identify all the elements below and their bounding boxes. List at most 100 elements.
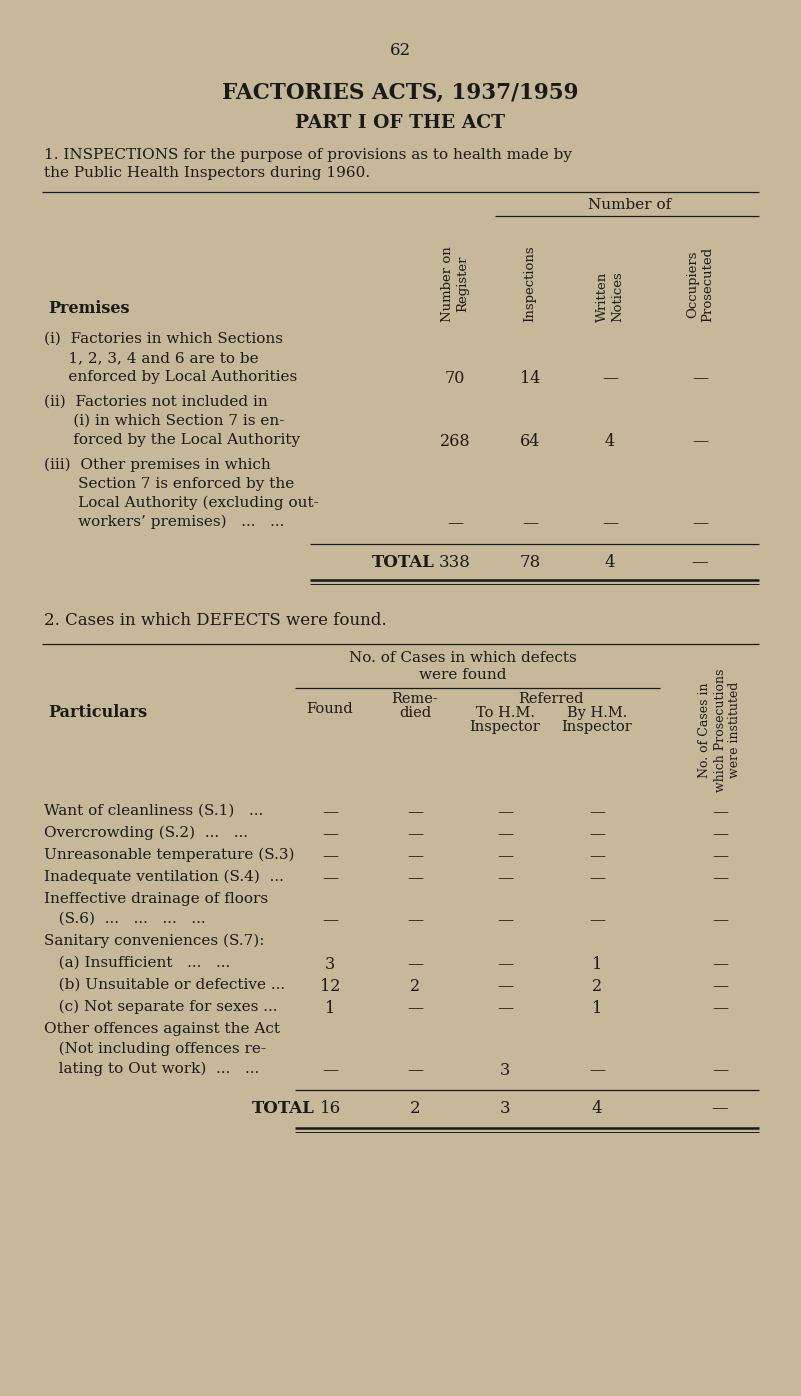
- Text: 2. Cases in which DEFECTS were found.: 2. Cases in which DEFECTS were found.: [44, 611, 387, 630]
- Text: —: —: [322, 912, 338, 928]
- Text: Unreasonable temperature (S.3): Unreasonable temperature (S.3): [44, 847, 295, 863]
- Text: Referred: Referred: [518, 692, 584, 706]
- Text: (c) Not separate for sexes ...: (c) Not separate for sexes ...: [44, 1000, 277, 1015]
- Text: Inspector: Inspector: [469, 720, 541, 734]
- Text: —: —: [407, 956, 423, 973]
- Text: lating to Out work)  ...   ...: lating to Out work) ... ...: [44, 1062, 260, 1076]
- Text: 338: 338: [439, 554, 471, 571]
- Text: Number on
Register: Number on Register: [441, 246, 469, 322]
- Text: —: —: [712, 1062, 728, 1079]
- Text: —: —: [497, 1000, 513, 1018]
- Text: 1: 1: [592, 1000, 602, 1018]
- Text: —: —: [497, 826, 513, 843]
- Text: Section 7 is enforced by the: Section 7 is enforced by the: [44, 477, 294, 491]
- Text: Found: Found: [307, 702, 353, 716]
- Text: —: —: [407, 870, 423, 886]
- Text: —: —: [712, 956, 728, 973]
- Text: —: —: [602, 515, 618, 532]
- Text: No. of Cases in which defects: No. of Cases in which defects: [349, 651, 577, 664]
- Text: —: —: [407, 1000, 423, 1018]
- Text: (a) Insufficient   ...   ...: (a) Insufficient ... ...: [44, 956, 230, 970]
- Text: (Not including offences re-: (Not including offences re-: [44, 1041, 266, 1057]
- Text: 1: 1: [325, 1000, 335, 1018]
- Text: TOTAL: TOTAL: [372, 554, 435, 571]
- Text: (i) in which Section 7 is en-: (i) in which Section 7 is en-: [44, 415, 284, 429]
- Text: —: —: [589, 847, 605, 866]
- Text: —: —: [589, 826, 605, 843]
- Text: Reme-: Reme-: [392, 692, 438, 706]
- Text: PART I OF THE ACT: PART I OF THE ACT: [295, 114, 505, 133]
- Text: —: —: [522, 515, 538, 532]
- Text: —: —: [447, 515, 463, 532]
- Text: —: —: [712, 870, 728, 886]
- Text: —: —: [497, 804, 513, 821]
- Text: 2: 2: [410, 979, 420, 995]
- Text: Local Authority (excluding out-: Local Authority (excluding out-: [44, 496, 319, 511]
- Text: 70: 70: [445, 370, 465, 387]
- Text: 62: 62: [389, 42, 411, 59]
- Text: —: —: [407, 804, 423, 821]
- Text: —: —: [497, 870, 513, 886]
- Text: —: —: [497, 912, 513, 928]
- Text: —: —: [589, 870, 605, 886]
- Text: —: —: [497, 847, 513, 866]
- Text: —: —: [589, 804, 605, 821]
- Text: 14: 14: [520, 370, 540, 387]
- Text: Ineffective drainage of floors: Ineffective drainage of floors: [44, 892, 268, 906]
- Text: —: —: [589, 1062, 605, 1079]
- Text: workers’ premises)   ...   ...: workers’ premises) ... ...: [44, 515, 284, 529]
- Text: —: —: [407, 912, 423, 928]
- Text: the Public Health Inspectors during 1960.: the Public Health Inspectors during 1960…: [44, 166, 370, 180]
- Text: 2: 2: [409, 1100, 421, 1117]
- Text: Occupiers
Prosecuted: Occupiers Prosecuted: [686, 247, 714, 322]
- Text: Number of: Number of: [589, 198, 671, 212]
- Text: (iii)  Other premises in which: (iii) Other premises in which: [44, 458, 271, 472]
- Text: —: —: [712, 979, 728, 995]
- Text: To H.M.: To H.M.: [476, 706, 534, 720]
- Text: 4: 4: [605, 433, 615, 450]
- Text: forced by the Local Authority: forced by the Local Authority: [44, 433, 300, 447]
- Text: —: —: [589, 912, 605, 928]
- Text: —: —: [322, 1062, 338, 1079]
- Text: —: —: [322, 826, 338, 843]
- Text: Particulars: Particulars: [48, 704, 147, 720]
- Text: Written
Notices: Written Notices: [596, 271, 624, 322]
- Text: died: died: [399, 706, 431, 720]
- Text: —: —: [322, 847, 338, 866]
- Text: were found: were found: [419, 669, 507, 683]
- Text: Sanitary conveniences (S.7):: Sanitary conveniences (S.7):: [44, 934, 264, 948]
- Text: By H.M.: By H.M.: [567, 706, 627, 720]
- Text: (ii)  Factories not included in: (ii) Factories not included in: [44, 395, 268, 409]
- Text: 16: 16: [320, 1100, 340, 1117]
- Text: (i)  Factories in which Sections: (i) Factories in which Sections: [44, 332, 283, 346]
- Text: No. of Cases in
which Prosecutions
were instituted: No. of Cases in which Prosecutions were …: [698, 669, 742, 792]
- Text: Overcrowding (S.2)  ...   ...: Overcrowding (S.2) ... ...: [44, 826, 248, 840]
- Text: 78: 78: [519, 554, 541, 571]
- Text: —: —: [712, 847, 728, 866]
- Text: —: —: [692, 554, 708, 571]
- Text: Other offences against the Act: Other offences against the Act: [44, 1022, 280, 1036]
- Text: —: —: [712, 1000, 728, 1018]
- Text: 3: 3: [500, 1062, 510, 1079]
- Text: —: —: [712, 912, 728, 928]
- Text: Premises: Premises: [48, 300, 130, 317]
- Text: 4: 4: [592, 1100, 602, 1117]
- Text: 12: 12: [320, 979, 340, 995]
- Text: —: —: [692, 515, 708, 532]
- Text: —: —: [602, 370, 618, 387]
- Text: 3: 3: [500, 1100, 510, 1117]
- Text: —: —: [711, 1100, 728, 1117]
- Text: 64: 64: [520, 433, 540, 450]
- Text: (S.6)  ...   ...   ...   ...: (S.6) ... ... ... ...: [44, 912, 206, 926]
- Text: —: —: [322, 870, 338, 886]
- Text: —: —: [692, 433, 708, 450]
- Text: Inadequate ventilation (S.4)  ...: Inadequate ventilation (S.4) ...: [44, 870, 284, 885]
- Text: —: —: [407, 826, 423, 843]
- Text: 3: 3: [325, 956, 335, 973]
- Text: —: —: [692, 370, 708, 387]
- Text: —: —: [497, 956, 513, 973]
- Text: enforced by Local Authorities: enforced by Local Authorities: [44, 370, 297, 384]
- Text: —: —: [407, 1062, 423, 1079]
- Text: TOTAL: TOTAL: [252, 1100, 315, 1117]
- Text: 268: 268: [440, 433, 470, 450]
